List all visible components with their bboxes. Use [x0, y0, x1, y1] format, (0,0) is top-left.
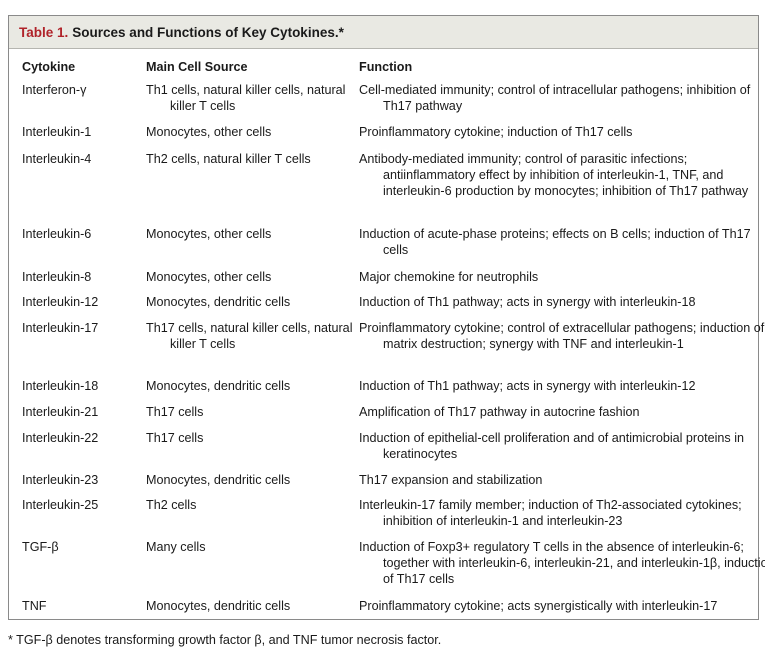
- header-cytokine: Cytokine: [22, 60, 76, 74]
- function-cell: Cell-mediated immunity; control of intra…: [359, 83, 751, 113]
- header-function: Function: [359, 60, 413, 74]
- source-cell: Monocytes, dendritic cells: [146, 379, 291, 393]
- function-cell: Induction of Th1 pathway; acts in synerg…: [359, 379, 696, 393]
- source-cell: Th17 cells: [146, 405, 204, 419]
- table-number: Table 1.: [19, 24, 69, 40]
- source-cell: Monocytes, other cells: [146, 227, 272, 241]
- source-cell: Th2 cells, natural killer T cells: [146, 152, 311, 166]
- source-cell: Th2 cells: [146, 498, 197, 512]
- source-cell: Th1 cells, natural killer cells, natural…: [146, 83, 346, 113]
- cytokine-cell: Interferon-γ: [22, 83, 87, 97]
- function-cell: Induction of Foxp3+ regulatory T cells i…: [359, 540, 765, 586]
- header-main-cell-source: Main Cell Source: [146, 60, 248, 74]
- source-cell: Monocytes, dendritic cells: [146, 599, 291, 613]
- source-cell: Th17 cells: [146, 431, 204, 445]
- source-cell: Many cells: [146, 540, 206, 554]
- function-cell: Antibody-mediated immunity; control of p…: [359, 152, 749, 198]
- function-cell: Induction of epithelial-cell proliferati…: [359, 431, 745, 461]
- table-title: Table 1. Sources and Functions of Key Cy…: [9, 16, 758, 49]
- cytokine-cell: TGF-β: [22, 540, 59, 554]
- cytokine-cell: Interleukin-12: [22, 295, 99, 309]
- source-cell: Monocytes, dendritic cells: [146, 295, 291, 309]
- cytokine-cell: Interleukin-8: [22, 270, 92, 284]
- cytokine-cell: Interleukin-4: [22, 152, 92, 166]
- function-cell: Amplification of Th17 pathway in autocri…: [359, 405, 640, 419]
- cytokine-cell: Interleukin-6: [22, 227, 92, 241]
- table-title-text: Sources and Functions of Key Cytokines.*: [72, 24, 344, 40]
- function-cell: Induction of Th1 pathway; acts in synerg…: [359, 295, 696, 309]
- source-cell: Th17 cells, natural killer cells, natura…: [146, 321, 353, 351]
- source-cell: Monocytes, dendritic cells: [146, 473, 291, 487]
- cytokine-cell: Interleukin-23: [22, 473, 99, 487]
- cytokine-cell: Interleukin-17: [22, 321, 99, 335]
- cytokine-table: Table 1. Sources and Functions of Key Cy…: [8, 15, 765, 620]
- function-cell: Th17 expansion and stabilization: [359, 473, 543, 487]
- function-cell: Proinflammatory cytokine; induction of T…: [359, 125, 633, 139]
- function-cell: Proinflammatory cytokine; control of ext…: [359, 321, 765, 351]
- source-cell: Monocytes, other cells: [146, 270, 272, 284]
- source-cell: Monocytes, other cells: [146, 125, 272, 139]
- cytokine-cell: Interleukin-21: [22, 405, 99, 419]
- function-cell: Proinflammatory cytokine; acts synergist…: [359, 599, 718, 613]
- cytokine-cell: Interleukin-22: [22, 431, 99, 445]
- cytokine-cell: TNF: [22, 599, 47, 613]
- cytokine-cell: Interleukin-25: [22, 498, 99, 512]
- cytokine-cell: Interleukin-18: [22, 379, 99, 393]
- function-cell: Interleukin-17 family member; induction …: [359, 498, 742, 528]
- function-cell: Induction of acute-phase proteins; effec…: [359, 227, 751, 257]
- table-header-row: Cytokine Main Cell Source Function: [9, 49, 758, 81]
- cytokine-cell: Interleukin-1: [22, 125, 92, 139]
- table-footnote: * TGF-β denotes transforming growth fact…: [8, 633, 442, 647]
- function-cell: Major chemokine for neutrophils: [359, 270, 539, 284]
